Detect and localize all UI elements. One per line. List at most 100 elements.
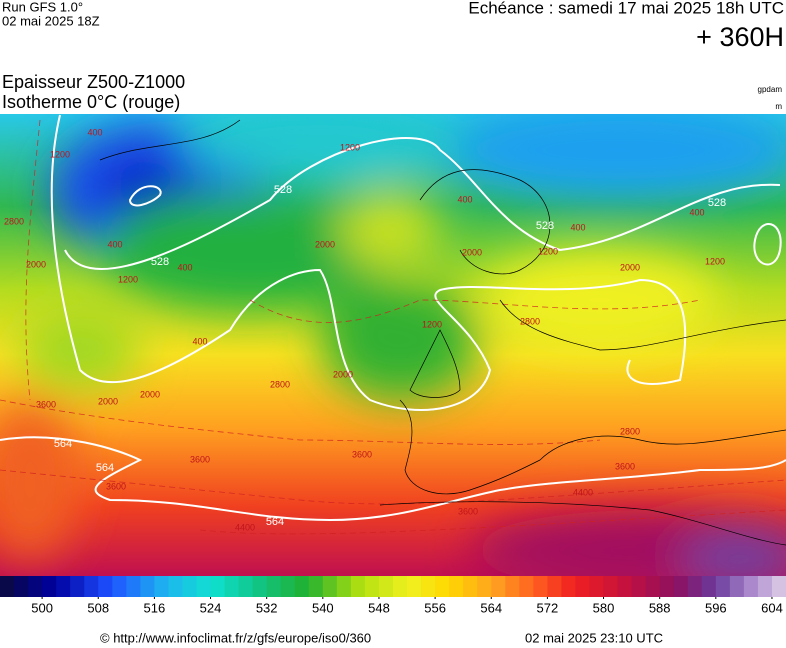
isotherm-label: 1200 — [340, 142, 360, 152]
colorbar-cell — [224, 576, 240, 597]
colorbar-cell — [477, 576, 492, 597]
colorbar-cell — [617, 576, 633, 597]
colorbar-cell — [70, 576, 85, 597]
issued: 02 mai 2025 23:10 UTC — [525, 630, 663, 645]
colorbar-cell — [491, 576, 506, 597]
colorbar-cell — [168, 576, 183, 597]
colorbar-cell — [308, 576, 324, 597]
colorbar-cell — [0, 576, 15, 597]
thickness-label: 528 — [274, 184, 292, 196]
colorbar-label: 556 — [424, 600, 446, 615]
isotherm-label: 3600 — [352, 449, 372, 459]
colorbar-cell — [421, 576, 436, 597]
colorbar-cell — [743, 576, 759, 597]
colorbar-cell — [336, 576, 352, 597]
thickness-label: 528 — [151, 256, 169, 268]
colorbar-cell — [126, 576, 141, 597]
run-label: Run GFS 1.0° — [2, 0, 83, 14]
thickness-label: 528 — [536, 220, 554, 232]
colorbar-cell — [84, 576, 99, 597]
isotherm-label: 400 — [177, 262, 192, 272]
colorbar-cell — [631, 576, 647, 597]
isotherm-label: 2000 — [315, 239, 335, 249]
colorbar-cell — [252, 576, 268, 597]
colorbar-label: 508 — [87, 600, 109, 615]
colorbar-cell — [393, 576, 408, 597]
isotherm-label: 2800 — [4, 216, 24, 226]
colorbar-cell — [435, 576, 450, 597]
colorbar-cell — [547, 576, 562, 597]
isotherm-label: 4400 — [235, 522, 255, 532]
colorbar-cell — [575, 576, 590, 597]
colorbar-label: 588 — [649, 600, 671, 615]
thickness-label: 564 — [54, 438, 72, 450]
isotherm-label: 3600 — [36, 399, 56, 409]
colorbar-cell — [210, 576, 226, 597]
colorbar-label: 500 — [31, 600, 53, 615]
isotherm-label: 3600 — [190, 454, 210, 464]
colorbar-cell — [154, 576, 169, 597]
colorbar-cell — [407, 576, 422, 597]
colorbar-cell — [463, 576, 478, 597]
map — [0, 114, 786, 576]
isotherm-label: 3600 — [615, 461, 635, 471]
isotherm-label: 2000 — [98, 396, 118, 406]
isotherm-label: 400 — [570, 222, 585, 232]
colorbar-cell — [505, 576, 520, 597]
colorbar-cell — [14, 576, 29, 597]
colorbar-cell — [56, 576, 71, 597]
isotherm-label: 2000 — [140, 389, 160, 399]
colorbar-label: 540 — [312, 600, 334, 615]
isotherm-label: 2000 — [333, 369, 353, 379]
colorbar-cell — [519, 576, 534, 597]
colorbar-cell — [771, 576, 786, 597]
isotherm-label: 2800 — [520, 316, 540, 326]
run-date: 02 mai 2025 18Z — [2, 13, 100, 28]
colorbar-label: 516 — [144, 600, 166, 615]
colorbar-cell — [533, 576, 548, 597]
lead-time: + 360H — [696, 22, 784, 52]
isotherm-label: 1200 — [118, 274, 138, 284]
colorbar-cell — [561, 576, 576, 597]
colorbar-cell — [322, 576, 338, 597]
colorbar-cell — [701, 576, 717, 597]
isotherm-label: 3600 — [458, 506, 478, 516]
isotherm-label: 1200 — [422, 319, 442, 329]
colorbar-label: 524 — [200, 600, 222, 615]
colorbar-cell — [645, 576, 661, 597]
isotherm-label: 400 — [192, 336, 207, 346]
colorbar-cell — [659, 576, 675, 597]
isotherm-label: 400 — [457, 194, 472, 204]
colorbar-label: 548 — [368, 600, 390, 615]
thickness-label: 528 — [708, 197, 726, 209]
colorbar-cell — [729, 576, 745, 597]
colorbar-label: 580 — [593, 600, 615, 615]
colorbar-label: 596 — [705, 600, 727, 615]
colorbar-label: 564 — [480, 600, 502, 615]
isotherm-label: 4400 — [573, 487, 593, 497]
colorbar-cell — [196, 576, 212, 597]
colorbar-cell — [687, 576, 703, 597]
isotherm-label: 2000 — [26, 259, 46, 269]
colorbar-cell — [378, 576, 394, 597]
thickness-label: 564 — [96, 462, 114, 474]
colorbar-cell — [449, 576, 464, 597]
unit-m: m — [775, 102, 782, 111]
colorbar-label: 604 — [761, 600, 783, 615]
colorbar-cell — [182, 576, 197, 597]
colorbar-cell — [98, 576, 113, 597]
title-line2: Isotherme 0°C (rouge) — [2, 92, 180, 112]
isotherm-label: 400 — [689, 207, 704, 217]
isotherm-label: 1200 — [538, 246, 558, 256]
unit-gpdam: gpdam — [758, 85, 783, 94]
colorbar-cell — [715, 576, 731, 597]
isotherm-label: 400 — [107, 239, 122, 249]
colorbar-label: 572 — [537, 600, 559, 615]
colorbar-cell — [603, 576, 619, 597]
isotherm-label: 2000 — [462, 247, 482, 257]
colorbar-label: 532 — [256, 600, 278, 615]
colorbar-cell — [364, 576, 380, 597]
colorbar-cell — [140, 576, 155, 597]
isotherm-label: 2000 — [620, 262, 640, 272]
